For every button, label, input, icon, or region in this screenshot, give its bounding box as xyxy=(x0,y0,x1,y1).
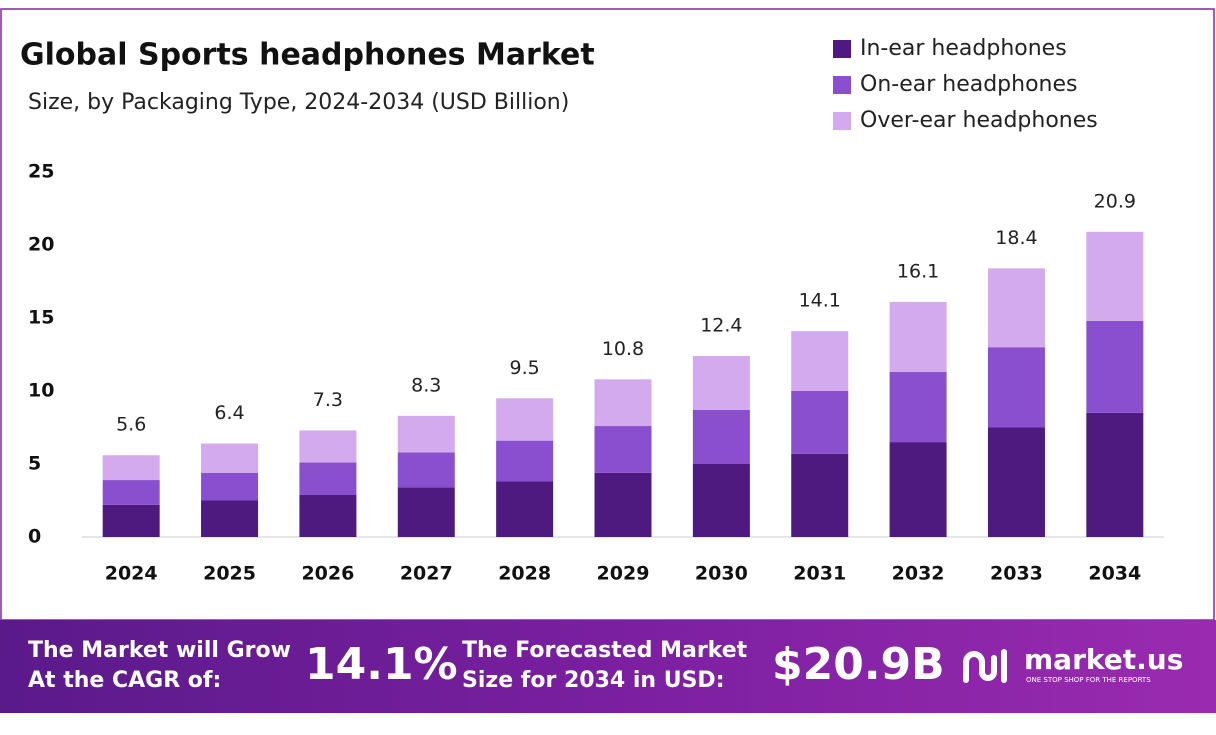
total-label: 20.9 xyxy=(1094,190,1136,212)
bar-segment xyxy=(692,409,750,464)
total-label: 14.1 xyxy=(799,290,841,312)
bar-segment xyxy=(987,427,1045,537)
total-label: 8.3 xyxy=(411,374,441,396)
bar-segment xyxy=(791,331,849,391)
bar-segment xyxy=(397,487,455,537)
bar-segment xyxy=(889,442,947,537)
y-tick-label: 0 xyxy=(28,526,41,548)
y-tick-label: 15 xyxy=(28,307,54,329)
bar-segment xyxy=(397,452,455,488)
cagr-text: The Market will Grow xyxy=(28,638,291,663)
bar-segment xyxy=(1086,231,1144,321)
bar-segment xyxy=(594,426,652,473)
bar-segment xyxy=(496,440,554,482)
forecast-value: $20.9B xyxy=(772,639,945,690)
bar-segment xyxy=(201,472,259,501)
x-tick-label: 2034 xyxy=(1088,563,1141,585)
bar-segment xyxy=(594,472,652,537)
forecast-text: Size for 2034 in USD: xyxy=(462,668,725,693)
total-label: 5.6 xyxy=(116,414,146,436)
bar-segment xyxy=(496,481,554,537)
bar-segment xyxy=(594,379,652,427)
x-tick-label: 2030 xyxy=(695,563,748,585)
y-tick-label: 20 xyxy=(28,234,54,256)
total-label: 6.4 xyxy=(214,402,244,424)
forecast-text: The Forecasted Market xyxy=(462,638,748,663)
x-tick-label: 2033 xyxy=(990,563,1043,585)
total-label: 16.1 xyxy=(897,260,939,282)
bar-segment xyxy=(299,430,357,463)
x-tick-label: 2029 xyxy=(597,563,650,585)
y-tick-label: 10 xyxy=(28,380,54,402)
tagline: ONE STOP SHOP FOR THE REPORTS xyxy=(1026,676,1151,684)
total-label: 7.3 xyxy=(313,389,343,411)
chart-title: Global Sports headphones Market xyxy=(20,38,595,73)
legend-label: On-ear headphones xyxy=(860,72,1078,97)
x-tick-label: 2031 xyxy=(793,563,846,585)
bar-segment xyxy=(1086,412,1144,537)
legend-label: Over-ear headphones xyxy=(860,108,1098,133)
bar-segment xyxy=(692,355,750,410)
footer-banner xyxy=(0,620,1216,713)
brand: market.us xyxy=(1024,643,1183,676)
legend-swatch xyxy=(833,112,851,130)
bar-segment xyxy=(102,504,160,537)
total-label: 12.4 xyxy=(700,314,742,336)
bar-segment xyxy=(1086,320,1144,413)
bar-segment xyxy=(299,462,357,495)
bar-segment xyxy=(102,480,160,505)
bar-segment xyxy=(889,301,947,373)
cagr-value: 14.1% xyxy=(305,639,458,690)
x-tick-label: 2025 xyxy=(203,563,256,585)
legend-swatch xyxy=(833,76,851,94)
legend-label: In-ear headphones xyxy=(860,36,1067,61)
y-tick-label: 5 xyxy=(28,453,41,475)
bar-segment xyxy=(692,464,750,537)
cagr-text: At the CAGR of: xyxy=(28,668,221,693)
bar-segment xyxy=(496,398,554,441)
x-tick-label: 2028 xyxy=(498,563,551,585)
bar-segment xyxy=(791,453,849,537)
total-label: 10.8 xyxy=(602,338,644,360)
bar-segment xyxy=(987,347,1045,428)
x-tick-label: 2032 xyxy=(892,563,945,585)
legend-swatch xyxy=(833,40,851,58)
x-tick-label: 2027 xyxy=(400,563,453,585)
bar-segment xyxy=(987,268,1045,348)
x-tick-label: 2024 xyxy=(105,563,158,585)
bar-segment xyxy=(299,494,357,537)
bar-segment xyxy=(397,415,455,453)
bar-segment xyxy=(102,455,160,481)
total-label: 9.5 xyxy=(510,357,540,379)
bar-segment xyxy=(201,500,259,537)
brand-logo xyxy=(963,649,1007,683)
bar-segment xyxy=(889,372,947,443)
y-tick-label: 25 xyxy=(28,161,54,183)
bar-segment xyxy=(201,443,259,473)
x-tick-label: 2026 xyxy=(301,563,354,585)
total-label: 18.4 xyxy=(995,227,1037,249)
chart-subtitle: Size, by Packaging Type, 2024-2034 (USD … xyxy=(28,90,569,115)
bar-segment xyxy=(791,391,849,454)
